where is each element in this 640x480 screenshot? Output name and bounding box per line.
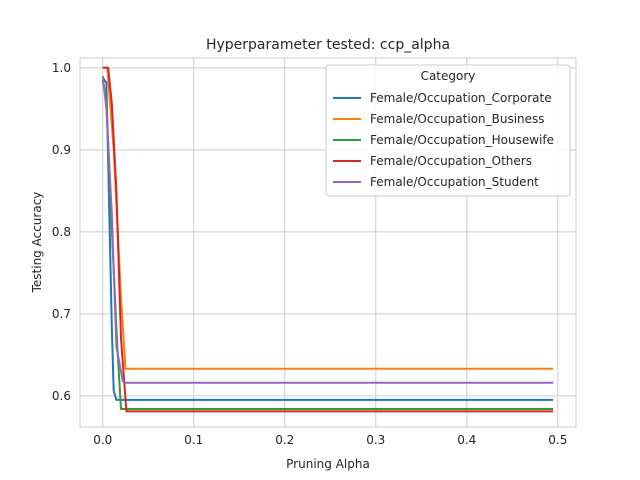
legend: Category Female/Occupation_CorporateFema…	[325, 64, 571, 197]
y-tick-label: 0.8	[52, 225, 71, 239]
x-axis-label: Pruning Alpha	[286, 457, 370, 471]
y-tick-label: 0.6	[52, 389, 71, 403]
legend-title: Category	[421, 69, 476, 83]
x-tick-label: 0.1	[184, 433, 203, 447]
y-tick-label: 0.7	[52, 307, 71, 321]
legend-entry-label: Female/Occupation_Housewife	[370, 133, 554, 147]
legend-entry-label: Female/Occupation_Corporate	[370, 91, 552, 105]
plot-frame	[79, 57, 577, 428]
x-axis-ticks: 0.0 0.1 0.2 0.3 0.4 0.5	[93, 433, 567, 447]
series-line	[101, 77, 554, 401]
x-tick-label: 0.5	[548, 433, 567, 447]
x-tick-label: 0.2	[275, 433, 294, 447]
x-tick-label: 0.4	[457, 433, 476, 447]
y-axis-label: Testing Accuracy	[30, 192, 44, 294]
series-line	[101, 75, 554, 384]
y-tick-label: 1.0	[52, 61, 71, 75]
legend-entry-label: Female/Occupation_Business	[370, 112, 545, 126]
series-line	[102, 66, 554, 413]
y-axis-ticks: 0.6 0.7 0.8 0.9 1.0	[52, 61, 71, 403]
legend-entry-label: Female/Occupation_Student	[370, 175, 539, 189]
chart-title: Hyperparameter tested: ccp_alpha	[206, 37, 450, 53]
legend-box	[325, 64, 571, 197]
series-lines	[101, 66, 554, 413]
x-tick-label: 0.3	[366, 433, 385, 447]
legend-entry-label: Female/Occupation_Others	[370, 154, 532, 168]
x-tick-label: 0.0	[93, 433, 112, 447]
legend-items: Female/Occupation_Corporate Female/Occupa…	[333, 91, 554, 189]
y-tick-label: 0.9	[52, 143, 71, 157]
